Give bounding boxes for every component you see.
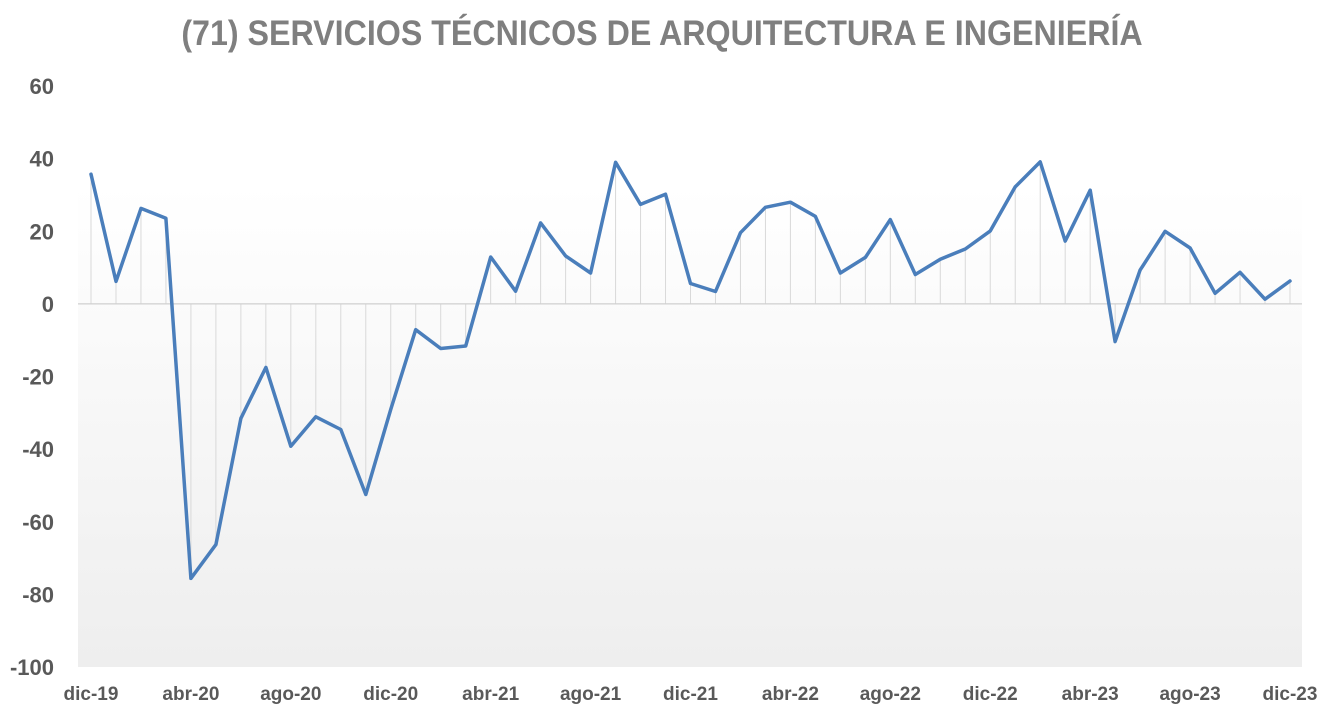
x-tick-label: dic-22 bbox=[963, 684, 1018, 705]
x-tick-label: abr-20 bbox=[162, 684, 219, 705]
y-tick-label: -40 bbox=[22, 437, 54, 462]
chart-title: (71) SERVICIOS TÉCNICOS DE ARQUITECTURA … bbox=[181, 14, 1143, 53]
x-tick-label: abr-22 bbox=[762, 684, 819, 705]
x-tick-label: ago-20 bbox=[260, 684, 321, 705]
drop-lines bbox=[90, 161, 1291, 579]
y-tick-label: -80 bbox=[22, 582, 54, 607]
x-axis-ticks: dic-19 abr-20 ago-20 dic-20 abr-21 ago-21 dic-… bbox=[64, 684, 1318, 705]
x-tick-label: dic-21 bbox=[663, 684, 718, 705]
series-line bbox=[89, 160, 1292, 581]
x-tick-label: ago-23 bbox=[1159, 684, 1220, 705]
x-tick-label: dic-20 bbox=[363, 684, 418, 705]
x-tick-label: abr-23 bbox=[1062, 684, 1119, 705]
x-tick-label: ago-21 bbox=[560, 684, 622, 705]
y-tick-label: 20 bbox=[30, 219, 54, 244]
y-tick-label: -60 bbox=[22, 510, 54, 535]
x-tick-label: abr-21 bbox=[462, 684, 519, 705]
x-tick-label: dic-23 bbox=[1263, 684, 1318, 705]
y-tick-label: 0 bbox=[42, 292, 54, 317]
x-tick-label: dic-19 bbox=[64, 684, 119, 705]
y-tick-label: -20 bbox=[22, 365, 54, 390]
plot-area bbox=[78, 186, 1302, 667]
y-tick-label: 60 bbox=[30, 74, 54, 99]
y-tick-label: 40 bbox=[30, 147, 54, 172]
y-axis-ticks: 60 40 20 0 -20 -40 -60 -80 -100 bbox=[10, 74, 54, 680]
x-tick-label: ago-22 bbox=[860, 684, 921, 705]
y-tick-label: -100 bbox=[10, 655, 54, 680]
